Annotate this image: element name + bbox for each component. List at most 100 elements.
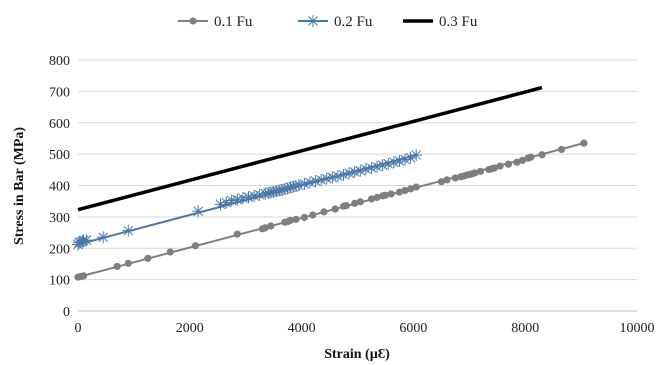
data-point xyxy=(437,178,445,186)
series-line xyxy=(77,85,543,212)
x-tick-label: 8000 xyxy=(511,321,539,336)
data-point xyxy=(367,195,376,203)
data-point xyxy=(387,156,400,169)
data-point xyxy=(412,183,420,191)
y-axis-title: Stress in Bar (MPa) xyxy=(12,127,27,245)
data-point xyxy=(261,224,269,232)
data-point xyxy=(451,174,459,182)
x-tick-label: 6000 xyxy=(399,321,427,336)
x-axis-title: Strain (µƐ) xyxy=(324,347,390,362)
data-point xyxy=(225,194,238,207)
data-point xyxy=(399,153,412,166)
data-point xyxy=(395,188,404,196)
data-point xyxy=(401,186,409,195)
data-point xyxy=(253,188,266,201)
legend-item: 0.2 Fu xyxy=(298,14,373,30)
data-point xyxy=(273,184,286,197)
data-point xyxy=(348,166,361,179)
data-point xyxy=(331,205,339,213)
data-point xyxy=(191,242,199,250)
data-point xyxy=(387,190,395,198)
data-point xyxy=(264,186,277,199)
x-tick-label: 4000 xyxy=(288,321,316,336)
data-point xyxy=(307,15,319,27)
data-point xyxy=(290,179,303,192)
data-point xyxy=(337,168,350,181)
data-point xyxy=(122,224,135,237)
x-tick-label: 10000 xyxy=(620,321,655,336)
data-point xyxy=(278,182,291,195)
data-point xyxy=(504,160,513,168)
legend-item: 0.3 Fu xyxy=(403,14,478,30)
data-point xyxy=(376,159,389,172)
data-point xyxy=(79,272,88,280)
data-point xyxy=(292,215,300,223)
series-layer xyxy=(72,85,588,281)
series xyxy=(77,85,543,212)
legend-label: 0.2 Fu xyxy=(334,14,373,30)
data-point xyxy=(580,139,588,147)
data-point xyxy=(407,185,415,193)
data-point xyxy=(371,160,384,173)
data-point xyxy=(270,185,283,198)
data-point xyxy=(233,230,241,238)
data-point xyxy=(292,179,305,192)
data-point xyxy=(518,156,527,164)
data-point xyxy=(315,173,328,186)
data-point xyxy=(267,185,280,198)
data-point xyxy=(410,149,423,162)
data-point xyxy=(320,172,333,185)
data-point xyxy=(74,235,87,248)
data-point xyxy=(303,176,316,189)
data-point xyxy=(557,145,566,154)
data-point xyxy=(267,222,275,230)
data-point xyxy=(373,193,381,202)
data-point xyxy=(276,183,289,196)
legend-label: 0.3 Fu xyxy=(439,14,478,30)
data-point xyxy=(80,234,93,247)
data-point xyxy=(248,189,261,202)
data-point xyxy=(236,192,249,205)
x-tick-label: 0 xyxy=(75,321,82,336)
y-tick-label: 300 xyxy=(49,211,70,226)
data-point xyxy=(382,157,395,170)
data-point xyxy=(404,151,417,164)
legend-label: 0.1 Fu xyxy=(214,14,253,30)
y-tick-label: 600 xyxy=(49,117,70,132)
data-point xyxy=(286,216,295,224)
data-point xyxy=(300,213,308,222)
data-point xyxy=(166,248,174,256)
data-point xyxy=(73,236,86,249)
series xyxy=(74,139,588,281)
data-point xyxy=(281,182,294,195)
data-point xyxy=(326,171,339,184)
series xyxy=(72,149,423,251)
y-tick-label: 800 xyxy=(49,54,70,69)
data-point xyxy=(381,191,390,199)
data-point xyxy=(284,181,297,194)
data-point xyxy=(220,196,233,209)
data-point xyxy=(359,163,372,176)
data-point xyxy=(287,180,300,193)
y-tick-label: 700 xyxy=(49,85,70,100)
data-point xyxy=(527,153,535,161)
data-point xyxy=(490,164,499,172)
data-point xyxy=(189,17,197,25)
y-tick-label: 400 xyxy=(49,180,70,195)
data-point xyxy=(365,161,378,174)
data-point xyxy=(443,176,451,184)
data-point xyxy=(331,170,344,183)
data-point xyxy=(259,187,272,200)
data-point xyxy=(242,191,255,204)
y-tick-label: 200 xyxy=(49,242,70,257)
data-point xyxy=(144,254,152,262)
data-point xyxy=(298,177,311,190)
y-tick-label: 100 xyxy=(49,274,70,289)
data-point xyxy=(124,259,132,267)
y-tick-label: 0 xyxy=(63,305,70,320)
data-point xyxy=(343,167,356,180)
legend-item: 0.1 Fu xyxy=(178,14,253,30)
data-point xyxy=(342,201,350,210)
